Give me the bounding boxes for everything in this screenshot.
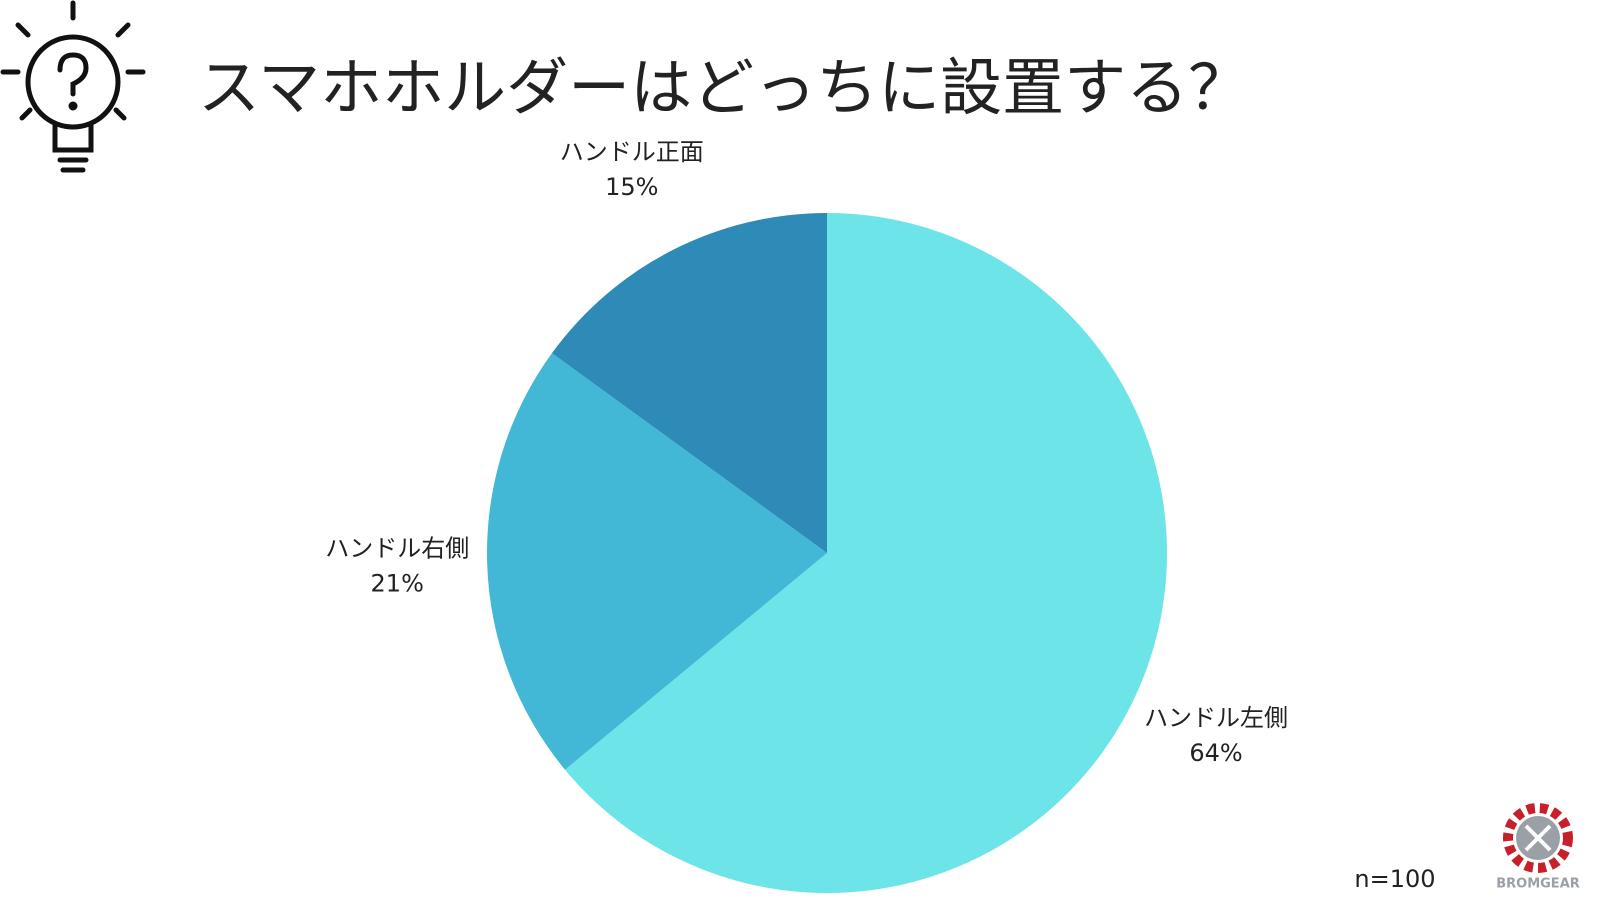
- value-label: 64%: [1189, 739, 1242, 767]
- pie: [487, 213, 1167, 893]
- pie-slice: [487, 353, 827, 770]
- annotation: n=100: [1354, 865, 1435, 893]
- slice-label: ハンドル右側: [325, 535, 469, 563]
- lightbulb-icon: [0, 0, 146, 173]
- pie-slice: [565, 213, 1167, 893]
- logo-text: BROMGEAR: [1496, 877, 1580, 892]
- slice-label: ハンドル左側: [1144, 704, 1288, 732]
- pie-slice: [551, 213, 827, 553]
- slice-label: ハンドル正面: [560, 138, 704, 166]
- value-label: 21%: [371, 570, 424, 598]
- chart-title: スマホホルダーはどっちに設置する？: [198, 51, 1250, 124]
- value-label: 15%: [605, 173, 658, 201]
- logo: [1503, 803, 1573, 873]
